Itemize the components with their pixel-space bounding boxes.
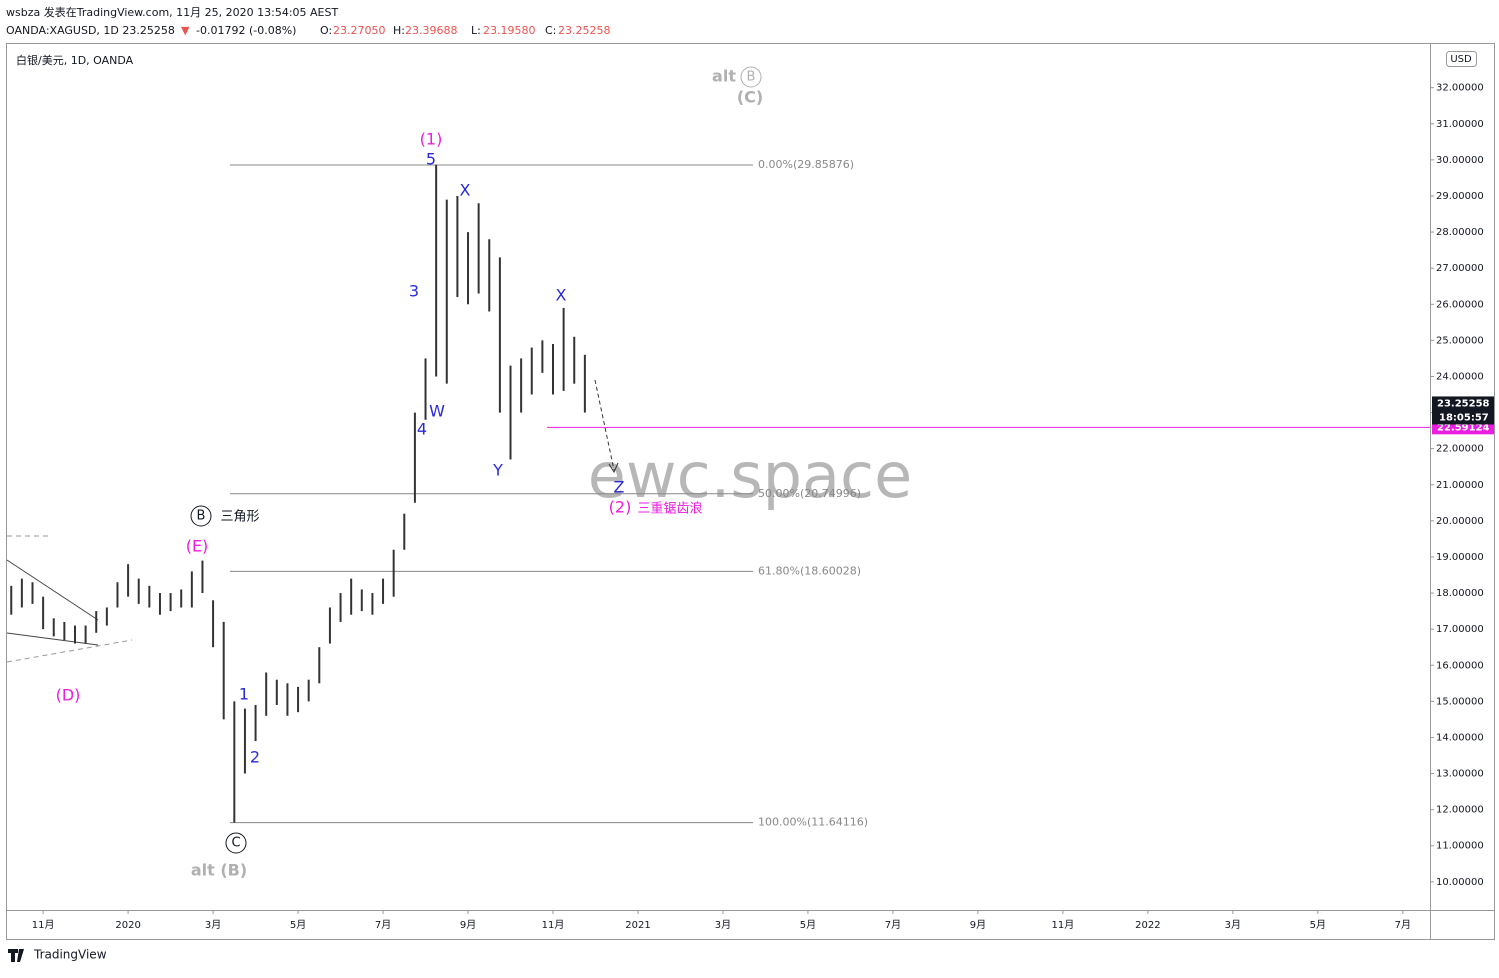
wave-label: (C): [737, 88, 763, 107]
triangle-line: [6, 632, 99, 646]
fib-label: 100.00%(11.64116): [758, 816, 868, 829]
y-tick-label: 21.00000: [1436, 480, 1484, 491]
x-tick-label: 9月: [970, 919, 986, 931]
header-c-label: C:: [545, 24, 556, 37]
wave-label: (D): [56, 686, 81, 705]
currency: USD: [1450, 54, 1472, 65]
y-tick-label: 18.00000: [1436, 588, 1484, 599]
header-l-label: L:: [471, 24, 481, 37]
y-tick-label: 24.00000: [1436, 371, 1484, 382]
header-h: 23.39688: [405, 24, 458, 37]
wave-label: 三重锯齿浪: [637, 501, 702, 517]
countdown: 18:05:57: [1439, 412, 1489, 423]
y-tick-label: 15.00000: [1436, 696, 1484, 707]
wave-label: 3: [409, 282, 419, 301]
arrow-head: [608, 462, 619, 474]
header-symbol: OANDA:XAGUSD, 1D 23.25258: [6, 24, 175, 37]
last-price-label: 23.25258: [1437, 398, 1490, 409]
brand-logo: [8, 949, 24, 962]
y-tick-label: 25.00000: [1436, 335, 1484, 346]
y-tick-label: 19.00000: [1436, 552, 1484, 563]
x-tick-label: 2020: [115, 920, 140, 931]
wave-circle: [225, 832, 247, 854]
y-tick-label: 22.00000: [1436, 444, 1484, 455]
wave-label: Y: [492, 461, 503, 480]
y-tick-label: 10.00000: [1436, 877, 1484, 888]
y-tick-label: 26.00000: [1436, 299, 1484, 310]
chart-title: 白银/美元, 1D, OANDA: [16, 53, 134, 67]
wave-label: B: [197, 509, 206, 524]
x-tick-label: 5月: [1310, 919, 1326, 931]
currency-box: [1446, 51, 1477, 67]
y-tick-label: 11.00000: [1436, 841, 1484, 852]
wave-label: 1: [239, 685, 249, 704]
wave-label: 4: [417, 420, 427, 439]
wave-label: alt (B): [191, 861, 247, 880]
header-o-label: O:: [320, 24, 332, 37]
fib-label: 50.00%(20.74996): [758, 487, 861, 500]
fib-label: 61.80%(18.60028): [758, 564, 861, 577]
x-tick-label: 2021: [625, 920, 650, 931]
x-tick-label: 2022: [1135, 920, 1160, 931]
y-tick-label: 27.00000: [1436, 263, 1484, 274]
x-tick-label: 5月: [290, 919, 306, 931]
header-h-label: H:: [393, 24, 405, 37]
fib-label: 0.00%(29.85876): [758, 158, 854, 171]
wave-label: alt: [712, 67, 736, 86]
y-tick-label: 13.00000: [1436, 769, 1484, 780]
x-tick-label: 7月: [885, 919, 901, 931]
y-tick-label: 14.00000: [1436, 732, 1484, 743]
header-o: 23.27050: [333, 24, 386, 37]
triangle-line: [6, 639, 133, 663]
x-tick-label: 7月: [1395, 919, 1411, 931]
wave-label: C: [231, 836, 240, 851]
x-tick-label: 5月: [800, 919, 816, 931]
x-tick-label: 3月: [1225, 919, 1241, 931]
wave-label: W: [429, 402, 445, 421]
wave-label: (1): [420, 130, 443, 149]
y-tick-label: 17.00000: [1436, 624, 1484, 635]
wave-label: 2: [250, 748, 260, 767]
header-change: -0.01792 (-0.08%): [196, 24, 296, 37]
wave-label: X: [460, 181, 471, 200]
wave-label: 5: [426, 150, 436, 169]
y-tick-label: 20.00000: [1436, 516, 1484, 527]
y-tick-label: 31.00000: [1436, 119, 1484, 130]
wave-label: B: [747, 70, 756, 85]
y-tick-label: 12.00000: [1436, 805, 1484, 816]
wave-label: Z: [614, 478, 625, 497]
y-tick-label: 32.00000: [1436, 83, 1484, 94]
y-tick-label: 30.00000: [1436, 155, 1484, 166]
x-tick-label: 11月: [542, 919, 565, 931]
y-tick-label: 16.00000: [1436, 660, 1484, 671]
x-tick-label: 11月: [32, 919, 55, 931]
wave-circle: [190, 505, 212, 527]
wave-label: (2): [609, 498, 632, 517]
wave-circle: [740, 66, 762, 88]
header-line: wsbza 发表在TradingView.com, 11月 25, 2020 1…: [6, 5, 338, 19]
x-tick-label: 3月: [715, 919, 731, 931]
frame: [6, 43, 1495, 940]
x-tick-label: 3月: [205, 919, 221, 931]
brand: TradingView: [33, 948, 107, 962]
triangle-line: [6, 559, 99, 621]
watermark: ewc.space: [588, 439, 913, 512]
header-c: 23.25258: [558, 24, 611, 37]
wave-label: X: [556, 286, 567, 305]
y-tick-label: 28.00000: [1436, 227, 1484, 238]
x-tick-label: 9月: [460, 919, 476, 931]
header-l: 23.19580: [483, 24, 536, 37]
x-tick-label: 7月: [375, 919, 391, 931]
last-price-tag: [1432, 396, 1494, 425]
level-label: 22.59124: [1437, 422, 1490, 433]
projection-arrow: [594, 379, 615, 471]
wave-label: 三角形: [220, 510, 259, 525]
header-arrow: ▼: [181, 24, 190, 37]
wave-label: (E): [186, 537, 209, 556]
x-tick-label: 11月: [1052, 919, 1075, 931]
y-tick-label: 29.00000: [1436, 191, 1484, 202]
